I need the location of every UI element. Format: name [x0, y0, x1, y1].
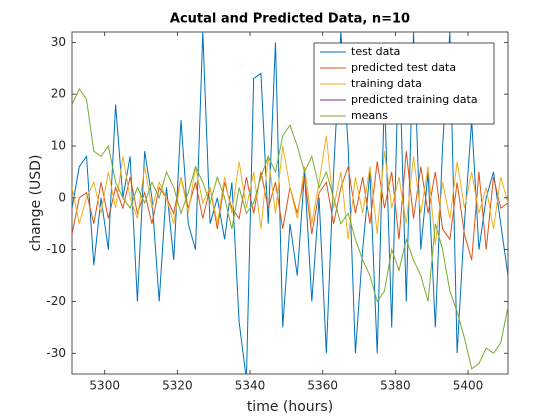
legend-label: test data [351, 45, 400, 58]
y-tick-label: 10 [51, 139, 66, 153]
x-tick-label: 5360 [307, 379, 338, 393]
series-line [72, 32, 508, 374]
x-tick-label: 5340 [235, 379, 266, 393]
x-axis-label: time (hours) [247, 399, 333, 415]
legend-label: training data [351, 77, 422, 90]
x-tick-label: 5380 [380, 379, 411, 393]
chart-title: Acutal and Predicted Data, n=10 [170, 12, 410, 27]
y-tick-label: 20 [51, 87, 66, 101]
y-tick-label: -20 [46, 294, 66, 308]
x-tick-label: 5400 [453, 379, 484, 393]
y-tick-label: 0 [58, 190, 66, 204]
y-axis-label: change (USD) [28, 155, 44, 252]
legend-label: means [351, 109, 388, 122]
series-line [72, 135, 508, 245]
y-tick-label: -10 [46, 242, 66, 256]
lines [72, 32, 508, 374]
legend-label: predicted training data [351, 93, 478, 106]
y-tick-label: 30 [51, 35, 66, 49]
legend-label: predicted test data [351, 61, 456, 74]
x-tick-label: 5320 [162, 379, 193, 393]
y-tick-label: -30 [46, 346, 66, 360]
series-line [72, 88, 508, 370]
x-tick-label: 5300 [89, 379, 120, 393]
